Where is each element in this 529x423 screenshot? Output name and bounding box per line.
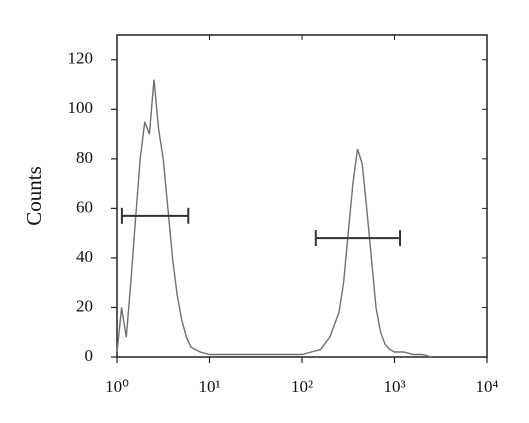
y-tick-label: 20 bbox=[76, 296, 93, 315]
x-tick-label: 10¹ bbox=[198, 377, 220, 396]
y-tick-label: 40 bbox=[76, 247, 93, 266]
x-tick-label: 10³ bbox=[383, 377, 405, 396]
x-tick-label: 10² bbox=[291, 377, 313, 396]
plot-frame bbox=[116, 34, 488, 358]
histogram-line bbox=[116, 79, 432, 358]
y-tick-label: 80 bbox=[76, 148, 93, 167]
y-tick-label: 60 bbox=[76, 197, 93, 216]
x-tick-label: 10⁰ bbox=[105, 377, 129, 396]
y-tick-label: 100 bbox=[68, 98, 94, 117]
x-tick-label: 10⁴ bbox=[476, 377, 499, 396]
y-tick-label: 0 bbox=[85, 346, 94, 365]
y-axis-label: Counts bbox=[22, 166, 46, 226]
y-tick-label: 120 bbox=[68, 49, 94, 68]
